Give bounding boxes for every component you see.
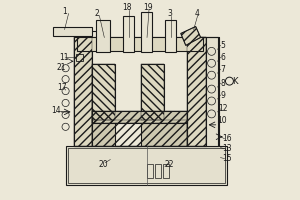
Text: 19: 19 — [143, 3, 153, 12]
Bar — [163, 164, 169, 178]
Bar — [74, 37, 92, 146]
Text: 13: 13 — [223, 144, 232, 153]
Bar — [96, 20, 110, 52]
Bar — [141, 64, 164, 120]
Bar — [141, 12, 152, 52]
Text: 4: 4 — [194, 9, 199, 18]
Bar — [165, 20, 176, 52]
Bar — [92, 120, 187, 146]
Text: 20: 20 — [98, 160, 108, 169]
Text: 8: 8 — [220, 79, 225, 88]
Bar — [92, 64, 115, 120]
Text: 10: 10 — [218, 116, 227, 125]
Text: 12: 12 — [218, 104, 227, 113]
Bar — [206, 37, 218, 146]
Text: 9: 9 — [220, 91, 225, 100]
Bar — [76, 37, 202, 51]
Text: 22: 22 — [164, 160, 174, 169]
Bar — [68, 148, 226, 183]
Text: 15: 15 — [223, 154, 232, 163]
Text: 14: 14 — [51, 106, 61, 115]
Bar — [92, 111, 187, 123]
Text: 18: 18 — [122, 3, 132, 12]
Bar — [123, 16, 134, 52]
Bar — [187, 37, 206, 146]
Bar — [74, 37, 206, 146]
Bar — [141, 64, 164, 120]
Bar — [92, 120, 187, 146]
Bar — [53, 27, 92, 36]
Bar — [187, 37, 206, 146]
Text: 7: 7 — [220, 65, 225, 74]
Bar — [74, 37, 92, 146]
Bar — [66, 146, 227, 185]
Text: 6: 6 — [220, 53, 225, 62]
Polygon shape — [181, 27, 201, 45]
Text: 17: 17 — [57, 83, 66, 92]
Text: 16: 16 — [223, 134, 232, 143]
Bar — [92, 111, 187, 123]
Text: 5: 5 — [220, 41, 225, 50]
Bar — [76, 54, 83, 61]
Bar — [147, 164, 153, 178]
Bar — [92, 64, 115, 120]
Text: 3: 3 — [167, 9, 172, 18]
Bar — [155, 164, 161, 178]
Text: 11: 11 — [59, 53, 68, 62]
Text: 1: 1 — [62, 7, 67, 16]
Text: 21: 21 — [57, 63, 66, 72]
Bar — [115, 120, 141, 146]
Text: K: K — [232, 77, 237, 86]
Text: 2: 2 — [95, 9, 100, 18]
